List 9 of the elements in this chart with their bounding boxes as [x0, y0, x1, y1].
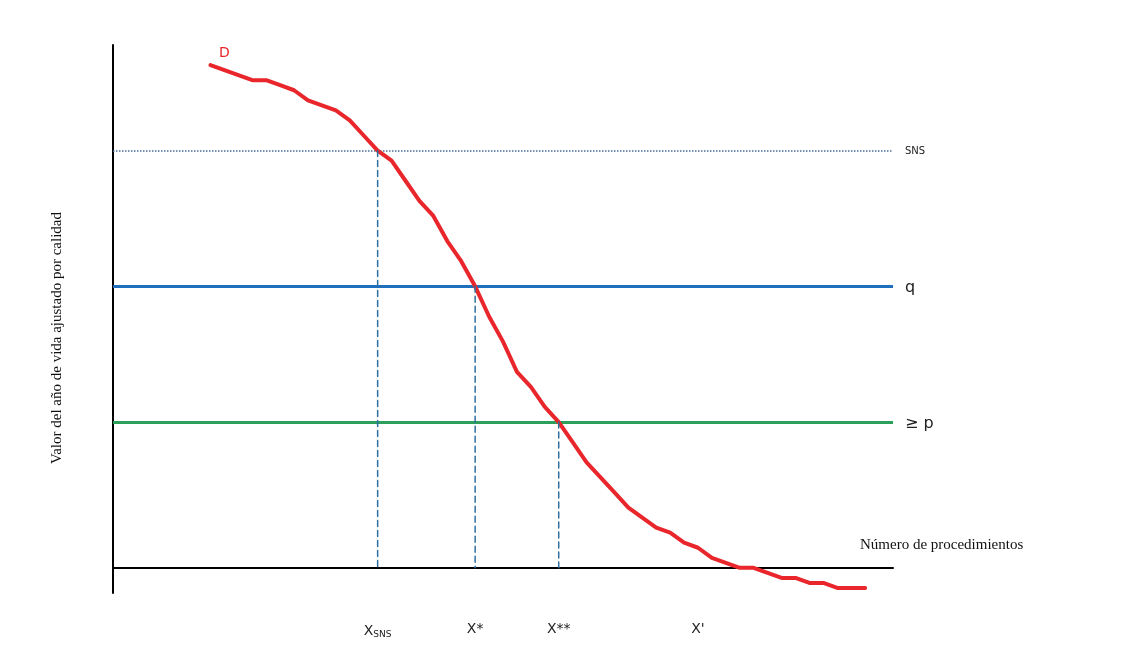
ref-line-label: q	[905, 276, 916, 296]
ref-line-label: SNS	[905, 145, 926, 157]
y-axis-title: Valor del año de vida ajustado por calidad	[48, 211, 64, 464]
x-tick-label: X'	[691, 620, 705, 636]
x-tick-label: X*	[466, 620, 484, 636]
x-tick-label: X**	[546, 620, 571, 636]
series-label: D	[219, 44, 230, 61]
x-axis-title: Número de procedimientos	[860, 535, 1024, 552]
ref-line-label: ≥ p	[905, 412, 934, 432]
